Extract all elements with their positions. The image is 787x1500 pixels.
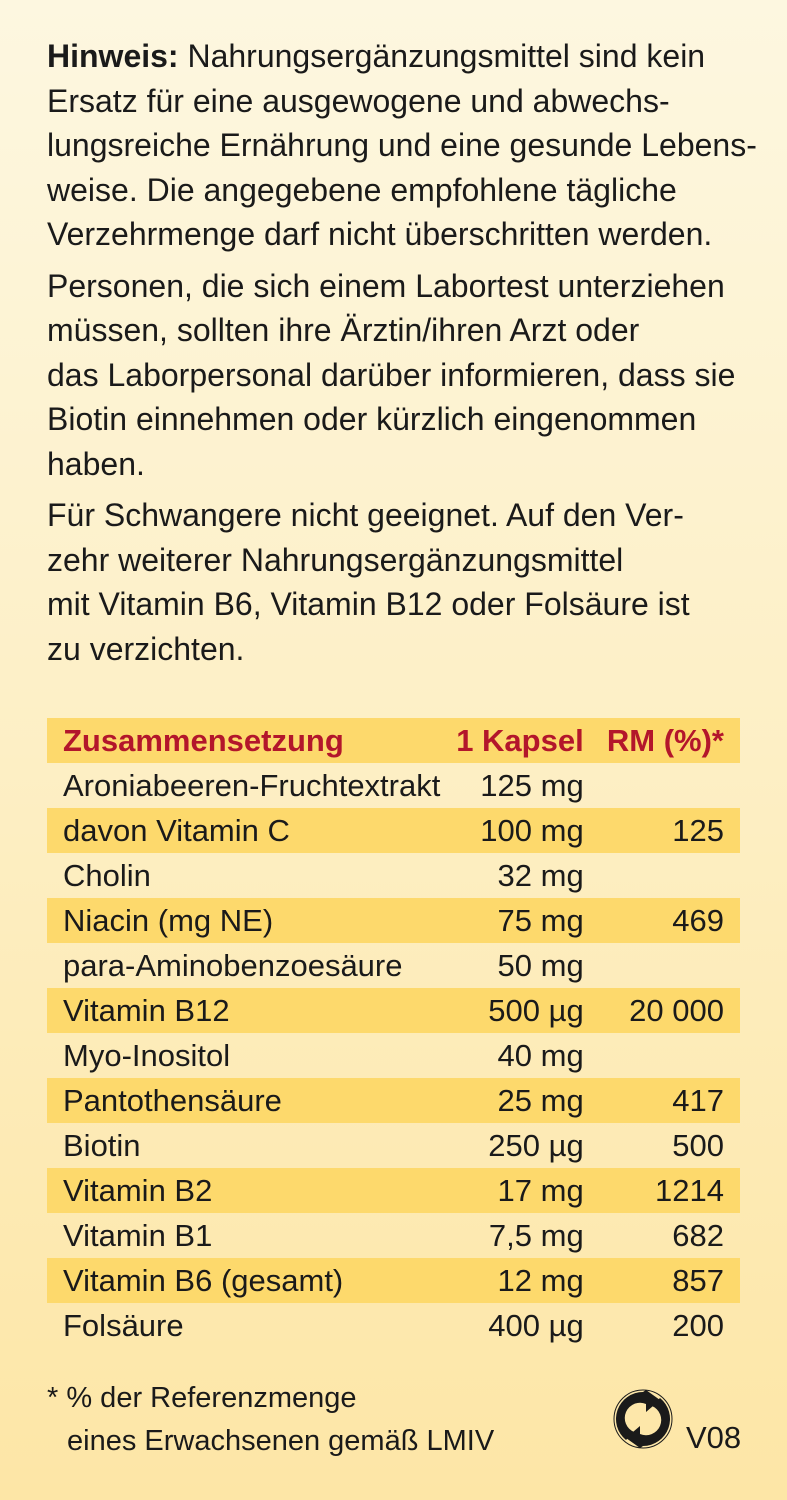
ingredient-name: Vitamin B12 <box>63 992 230 1028</box>
amount-per-capsule: 32 mg <box>497 857 584 893</box>
table-row: Myo-Inositol 40 mg <box>47 1033 740 1078</box>
reference-percent: 1214 <box>655 1172 724 1208</box>
text-line-content: Verzehrmenge darf nicht überschritten we… <box>47 216 713 252</box>
reference-percent <box>584 943 740 988</box>
notice-label: Hinweis: <box>47 38 179 74</box>
amount-per-capsule: 12 mg <box>497 1262 584 1298</box>
text-line-content: zehr weiterer Nahrungsergänzungsmittel <box>47 541 624 578</box>
table-row: para-Aminobenzoesäure 50 mg <box>47 943 740 988</box>
table-row: Vitamin B12 500 µg 20 000 <box>47 988 740 1033</box>
text-line-content: weise. Die angegebene empfohlene täglich… <box>47 171 677 208</box>
reference-percent: 857 <box>672 1262 724 1298</box>
table-row: Vitamin B1 7,5 mg 682 <box>47 1213 740 1258</box>
ingredient-name: Vitamin B2 <box>63 1172 213 1208</box>
text-line-content: Biotin einnehmen oder kürzlich eingenomm… <box>47 401 697 437</box>
ingredient-name: Vitamin B6 (gesamt) <box>63 1262 344 1298</box>
text-line-content: das Laborpersonal darüber informieren, d… <box>47 356 736 393</box>
ingredient-name: Folsäure <box>63 1307 184 1343</box>
amount-per-capsule: 50 mg <box>497 947 584 983</box>
header-composition: Zusammensetzung <box>63 722 344 758</box>
table-row: Aroniabeeren-Fruchtextrakt 125 mg <box>47 763 740 808</box>
text-line: Verzehrmenge darf nicht überschritten we… <box>47 212 767 257</box>
version-code: V08 <box>686 1420 742 1455</box>
text-line-content: Ersatz für eine ausgewogene und abwechs- <box>47 82 670 119</box>
text-line: zu verzichten. <box>47 627 767 672</box>
reference-percent: 500 <box>672 1127 724 1163</box>
text-line-content: haben. <box>47 445 145 482</box>
footnote-line-1: * % der Referenzmenge <box>47 1382 357 1414</box>
ingredient-name: Pantothensäure <box>63 1082 282 1118</box>
text-line: mit Vitamin B6, Vitamin B12 oder Folsäur… <box>47 582 767 627</box>
text-line: Personen, die sich einem Labortest unter… <box>47 264 767 309</box>
text-line-content: lungsreiche Ernährung und eine gesunde L… <box>47 127 757 163</box>
table-row: Folsäure 400 µg 200 <box>47 1303 740 1348</box>
amount-per-capsule: 125 mg <box>480 767 584 803</box>
green-dot-recycling-icon <box>613 1389 673 1449</box>
text-line: lungsreiche Ernährung und eine gesunde L… <box>47 123 767 168</box>
reference-percent: 682 <box>672 1217 724 1253</box>
notice-text: Hinweis: Nahrungsergänzungsmittel sind k… <box>47 34 767 678</box>
header-reference-percent: RM (%)* <box>606 722 724 758</box>
text-line: das Laborpersonal darüber informieren, d… <box>47 353 767 398</box>
amount-per-capsule: 250 µg <box>488 1127 584 1163</box>
amount-per-capsule: 500 µg <box>488 992 584 1028</box>
amount-per-capsule: 25 mg <box>497 1082 584 1118</box>
text-line: Ersatz für eine ausgewogene und abwechs- <box>47 79 767 124</box>
reference-percent: 125 <box>672 812 724 848</box>
notice-paragraph-3: Für Schwangere nicht geeignet. Auf den V… <box>47 493 767 671</box>
reference-percent <box>584 1033 740 1078</box>
reference-percent <box>584 853 740 898</box>
ingredient-name: Niacin (mg NE) <box>63 902 274 938</box>
text-line-content: Für Schwangere nicht geeignet. Auf den V… <box>47 497 684 533</box>
table-row: Pantothensäure 25 mg 417 <box>47 1078 740 1123</box>
ingredient-name: para-Aminobenzoesäure <box>63 947 403 983</box>
text-line: Biotin einnehmen oder kürzlich eingenomm… <box>47 397 767 442</box>
text-line: müssen, sollten ihre Ärztin/ihren Arzt o… <box>47 308 767 353</box>
ingredient-name: Aroniabeeren-Fruchtextrakt <box>63 767 441 803</box>
table-row: davon Vitamin C 100 mg 125 <box>47 808 740 853</box>
text-line: Für Schwangere nicht geeignet. Auf den V… <box>47 493 767 538</box>
ingredient-name: davon Vitamin C <box>63 812 290 848</box>
ingredient-name: Myo-Inositol <box>63 1037 231 1073</box>
amount-per-capsule: 75 mg <box>497 902 584 938</box>
reference-percent: 469 <box>672 902 724 938</box>
header-per-capsule: 1 Kapsel <box>456 722 584 758</box>
table-row: Niacin (mg NE) 75 mg 469 <box>47 898 740 943</box>
table-row: Cholin 32 mg <box>47 853 740 898</box>
text-line-content: zu verzichten. <box>47 630 245 667</box>
text-line: Hinweis: Nahrungsergänzungsmittel sind k… <box>47 34 767 79</box>
ingredient-name: Biotin <box>63 1127 141 1163</box>
composition-table: Zusammensetzung 1 Kapsel RM (%)* Aroniab… <box>47 718 740 1348</box>
table-row: Vitamin B2 17 mg 1214 <box>47 1168 740 1213</box>
reference-percent: 417 <box>672 1082 724 1118</box>
notice-paragraph-2: Personen, die sich einem Labortest unter… <box>47 264 767 487</box>
amount-per-capsule: 100 mg <box>480 812 584 848</box>
ingredient-name: Cholin <box>63 857 151 893</box>
ingredient-name: Vitamin B1 <box>63 1217 213 1253</box>
text-line: haben. <box>47 442 767 487</box>
text-line-content: Personen, die sich einem Labortest unter… <box>47 267 725 304</box>
text-line: weise. Die angegebene empfohlene täglich… <box>47 168 767 213</box>
amount-per-capsule: 17 mg <box>497 1172 584 1208</box>
notice-paragraph-1: Hinweis: Nahrungsergänzungsmittel sind k… <box>47 34 767 257</box>
table-header-row: Zusammensetzung 1 Kapsel RM (%)* <box>47 718 740 763</box>
text-line-content: müssen, sollten ihre Ärztin/ihren Arzt o… <box>47 312 640 348</box>
reference-percent <box>584 763 740 808</box>
reference-percent: 200 <box>672 1307 724 1343</box>
text-line-content: mit Vitamin B6, Vitamin B12 oder Folsäur… <box>47 586 690 622</box>
text-line: zehr weiterer Nahrungsergänzungsmittel <box>47 538 767 583</box>
table-row: Biotin 250 µg 500 <box>47 1123 740 1168</box>
table-row: Vitamin B6 (gesamt) 12 mg 857 <box>47 1258 740 1303</box>
footnote-line-2: eines Erwachsenen gemäß LMIV <box>67 1425 495 1457</box>
text-line-content: Nahrungsergänzungsmittel sind kein <box>178 38 706 74</box>
footnote: * % der Referenzmenge eines Erwachsenen … <box>47 1377 494 1463</box>
reference-percent: 20 000 <box>629 992 724 1028</box>
amount-per-capsule: 40 mg <box>497 1037 584 1073</box>
amount-per-capsule: 7,5 mg <box>488 1217 584 1253</box>
amount-per-capsule: 400 µg <box>488 1307 584 1343</box>
